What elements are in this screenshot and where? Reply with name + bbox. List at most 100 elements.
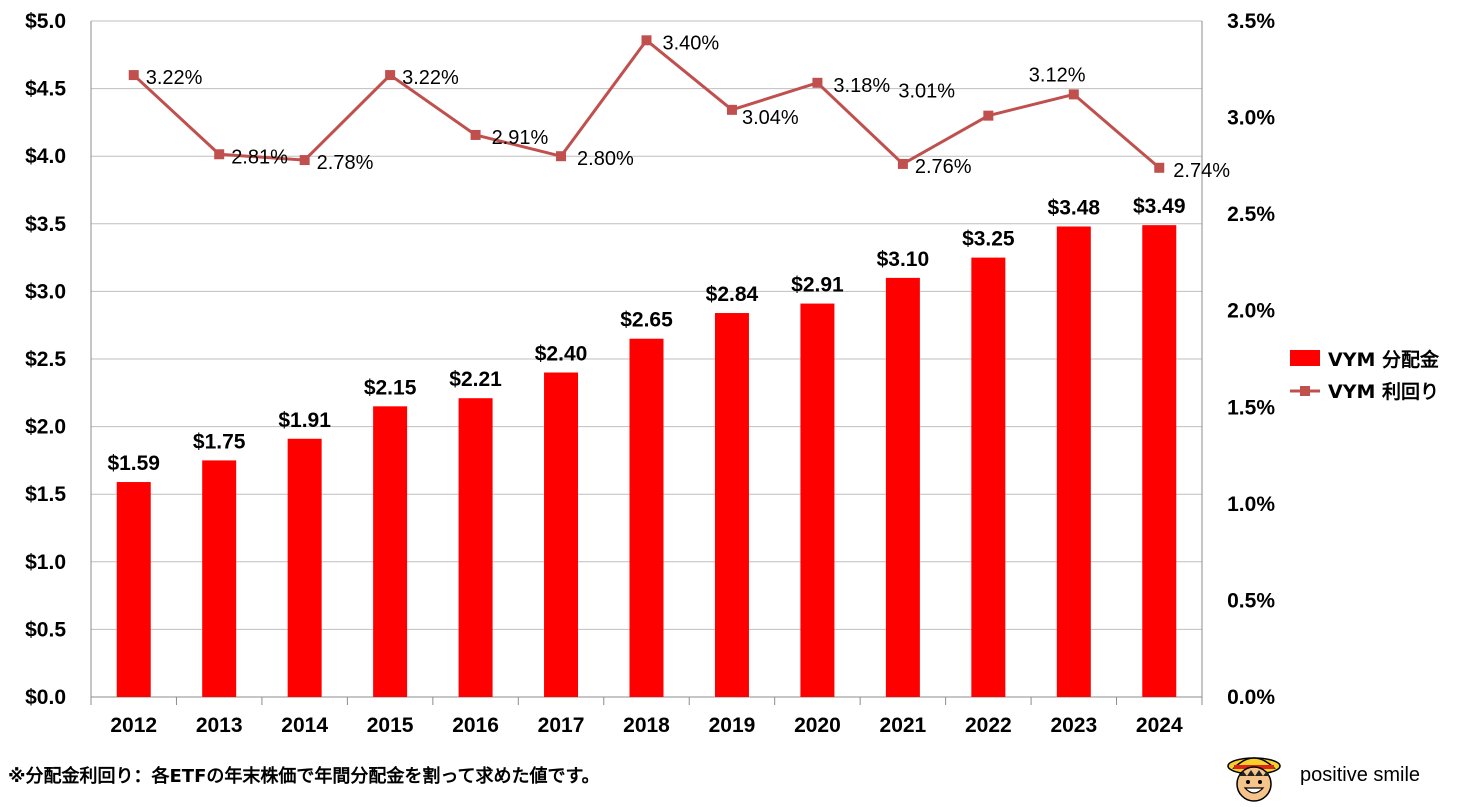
right-axis-tick-label: 1.0% — [1227, 493, 1275, 516]
x-axis-tick-label: 2016 — [452, 714, 499, 737]
yield-point-label: 3.22% — [402, 67, 459, 89]
x-axis-tick-label: 2018 — [623, 714, 670, 737]
dividend-bar — [1142, 225, 1177, 698]
yield-point-label: 3.40% — [663, 32, 720, 54]
dividend-bar-label: $3.49 — [1133, 195, 1186, 218]
yield-point-labels: 3.22% 2.81% 2.78% 3.22% 2.91% 2.80% 3.40% 3.04%… — [146, 32, 1230, 181]
yield-point-marker — [897, 158, 908, 169]
yield-line-series — [128, 35, 1165, 173]
x-axis-tick-label: 2014 — [281, 714, 328, 737]
left-axis-tick-label: $4.0 — [25, 145, 66, 168]
dividend-bar — [544, 372, 579, 697]
left-axis-tick-label: $2.0 — [25, 416, 66, 439]
yield-point-label: 3.04% — [742, 107, 799, 129]
dividend-bar — [287, 438, 322, 697]
left-axis-tick-label: $2.5 — [25, 348, 66, 371]
left-axis-tick-label: $1.5 — [25, 483, 66, 506]
yield-point-label: 3.22% — [146, 67, 203, 89]
dividend-bar-label: $2.84 — [706, 283, 759, 306]
legend: VYM 分配金 VYM 利回り — [1290, 348, 1440, 403]
right-axis-tick-label: 0.0% — [1227, 686, 1275, 709]
legend-label-yield: VYM 利回り — [1328, 381, 1439, 403]
left-axis-tick-label: $4.5 — [25, 78, 66, 101]
right-axis-tick-label: 0.5% — [1227, 589, 1275, 612]
x-axis-tick-label: 2012 — [110, 714, 157, 737]
yield-point-label: 2.91% — [492, 127, 549, 149]
x-axis-tick-label: 2020 — [794, 714, 841, 737]
x-axis-tick-label: 2019 — [709, 714, 756, 737]
x-axis: 2012 2013 2014 2015 2016 2017 2018 2019 2020 2021… — [110, 714, 1183, 737]
footnote: ※分配金利回り：各ETFの年末株価で年間分配金を割って求めた値です。 — [8, 766, 600, 787]
left-axis-tick-label: $0.0 — [25, 686, 66, 709]
dividend-bar — [1056, 226, 1091, 697]
right-axis-tick-label: 3.5% — [1227, 10, 1275, 33]
brand-name: positive smile — [1300, 764, 1421, 786]
dividend-bar — [885, 277, 920, 697]
yield-point-marker — [299, 155, 310, 166]
x-axis-tick-label: 2013 — [196, 714, 243, 737]
dividend-bar-label: $1.75 — [193, 430, 246, 453]
yield-point-marker — [812, 77, 823, 88]
dividend-bar — [714, 313, 749, 697]
yield-point-label: 2.80% — [577, 148, 634, 170]
legend-swatch-bar — [1290, 350, 1320, 366]
dividend-bar — [800, 303, 835, 697]
dividend-bar-label: $2.91 — [791, 274, 844, 297]
dividend-bar-label: $3.48 — [1048, 197, 1101, 220]
yield-point-label: 3.01% — [898, 81, 955, 103]
yield-point-marker — [726, 104, 737, 115]
yield-point-marker — [214, 149, 225, 160]
yield-point-label: 3.18% — [833, 75, 890, 97]
yield-point-marker — [641, 35, 652, 46]
yield-point-marker — [128, 70, 139, 81]
dividend-bar-label: $2.21 — [449, 368, 502, 391]
yield-point-label: 2.81% — [231, 146, 288, 168]
x-axis-tick-label: 2021 — [880, 714, 927, 737]
dividend-bar — [458, 398, 493, 697]
left-axis: $0.0 $0.5 $1.0 $1.5 $2.0 $2.5 $3.0 $3.5 $4.0 $4.5… — [25, 10, 66, 709]
yield-point-marker — [1068, 89, 1079, 100]
dividend-bar-label: $2.40 — [535, 343, 588, 366]
yield-point-marker — [983, 110, 994, 121]
x-axis-tick-label: 2023 — [1050, 714, 1097, 737]
x-axis-tick-label: 2022 — [965, 714, 1012, 737]
dividend-bar-labels: $1.59 $1.75 $1.91 $2.15 $2.21 $2.40 $2.65 $2.84… — [107, 195, 1185, 475]
legend-label-dividend: VYM 分配金 — [1328, 348, 1440, 371]
dividend-bar — [629, 338, 664, 697]
legend-swatch-marker — [1300, 386, 1310, 396]
x-axis-tick-label: 2015 — [367, 714, 414, 737]
dividend-bar-label: $1.91 — [278, 409, 331, 432]
dividend-bar — [373, 406, 408, 697]
yield-point-label: 2.78% — [317, 152, 374, 174]
dividend-bar — [971, 257, 1006, 697]
dividend-bars — [116, 225, 1177, 698]
dividend-bar-label: $3.25 — [962, 228, 1015, 251]
yield-point-label: 2.76% — [915, 156, 972, 178]
left-axis-tick-label: $3.5 — [25, 213, 66, 236]
right-axis-tick-label: 3.0% — [1227, 107, 1275, 130]
smiling-face-logo-icon — [1227, 757, 1281, 802]
left-axis-tick-label: $0.5 — [25, 618, 66, 641]
dividend-bar-label: $2.65 — [620, 309, 673, 332]
yield-point-marker — [1154, 162, 1165, 173]
yield-point-marker — [470, 129, 481, 140]
left-axis-tick-label: $5.0 — [25, 10, 66, 33]
yield-point-label: 3.12% — [1029, 64, 1086, 86]
dividend-bar-label: $1.59 — [107, 452, 160, 475]
left-axis-tick-label: $1.0 — [25, 551, 66, 574]
dividend-bar-label: $2.15 — [364, 376, 417, 399]
dividend-bar — [116, 482, 151, 697]
right-axis: 0.0% 0.5% 1.0% 1.5% 2.0% 2.5% 3.0% 3.5% — [1227, 10, 1275, 709]
dividend-bar-label: $3.10 — [877, 248, 930, 271]
yield-point-label: 2.74% — [1173, 160, 1230, 182]
left-axis-tick-label: $3.0 — [25, 280, 66, 303]
right-axis-tick-label: 2.0% — [1227, 300, 1275, 323]
x-axis-tick-label: 2024 — [1136, 714, 1183, 737]
x-axis-tick-label: 2017 — [538, 714, 585, 737]
right-axis-tick-label: 1.5% — [1227, 396, 1275, 419]
dividend-bar — [202, 460, 237, 697]
yield-point-marker — [556, 151, 567, 162]
yield-point-marker — [385, 70, 396, 81]
right-axis-tick-label: 2.5% — [1227, 203, 1275, 226]
